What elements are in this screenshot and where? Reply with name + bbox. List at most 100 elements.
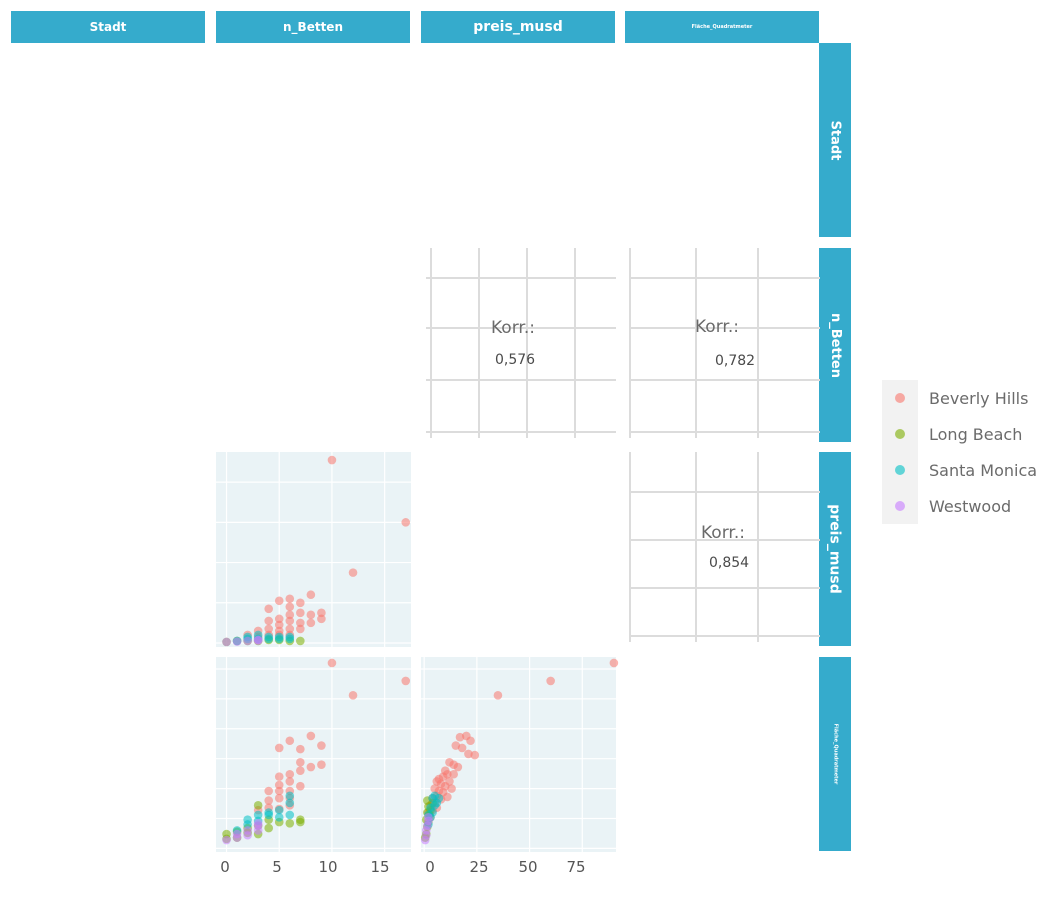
data-point	[264, 634, 274, 644]
data-point	[232, 637, 242, 646]
data-point	[306, 762, 316, 772]
data-point	[274, 620, 284, 630]
legend-label: Long Beach	[929, 425, 1023, 444]
legend-dot-icon	[895, 393, 905, 403]
column-strip-label: preis_musd	[473, 19, 563, 35]
column-strip-preis-musd: preis_musd	[421, 11, 615, 43]
data-point	[285, 610, 295, 620]
legend-label: Beverly Hills	[929, 389, 1029, 408]
data-point	[285, 769, 295, 779]
row-strip-flaeche: Fläche_Quadratmeter	[819, 657, 851, 851]
data-point	[455, 732, 465, 742]
data-point	[243, 636, 252, 646]
data-point	[274, 743, 284, 753]
data-point	[253, 810, 263, 820]
data-point	[264, 808, 274, 817]
data-point	[296, 608, 305, 618]
data-point	[264, 616, 274, 626]
data-point	[401, 518, 411, 527]
data-point	[327, 455, 337, 465]
corr-label: Korr.:	[701, 523, 745, 543]
data-point	[493, 690, 503, 700]
data-point	[253, 801, 263, 810]
data-point	[453, 762, 463, 772]
data-point	[274, 793, 284, 803]
x-tick-label: 5	[272, 858, 282, 876]
corr-grid	[629, 452, 820, 642]
data-point	[447, 784, 456, 793]
legend-item-santa-monica: Santa Monica	[882, 452, 1050, 488]
data-point	[434, 793, 444, 803]
data-point	[285, 632, 295, 642]
data-point	[317, 614, 326, 624]
data-point	[449, 769, 458, 779]
legend-dot-icon	[895, 429, 905, 439]
data-point	[296, 744, 305, 754]
corr-value: 0,782	[715, 353, 756, 369]
data-point	[426, 803, 435, 813]
data-point	[285, 798, 295, 808]
data-point	[232, 829, 242, 839]
row-strip-n-betten: n_Betten	[819, 248, 851, 442]
x-tick-label: 25	[469, 858, 489, 876]
scatter-panel-betten-flaeche	[216, 657, 411, 852]
data-point	[274, 805, 284, 815]
legend-label: Westwood	[929, 497, 1012, 516]
panel-background	[421, 657, 616, 852]
corr-panel-preis-flaeche: Korr.: 0,854	[625, 452, 820, 647]
legend-dot-icon	[895, 501, 905, 511]
corr-value: 0,854	[709, 555, 750, 571]
data-point	[348, 690, 358, 700]
data-point	[317, 741, 326, 750]
data-point	[306, 610, 316, 620]
legend-item-westwood: Westwood	[882, 488, 1050, 524]
column-strip-label: Fläche_Quadratmeter	[691, 24, 753, 30]
data-point	[401, 676, 411, 686]
scatter-plot	[216, 657, 411, 852]
data-point	[285, 602, 295, 612]
data-point	[264, 624, 274, 634]
column-strip-label: n_Betten	[283, 20, 343, 34]
x-tick-label: 0	[220, 858, 230, 876]
data-point	[457, 743, 467, 753]
corr-grid	[426, 248, 616, 438]
corr-value: 0,576	[495, 352, 536, 368]
data-point	[274, 614, 284, 624]
data-point	[264, 796, 274, 805]
x-tick-label: 75	[566, 858, 586, 876]
data-point	[317, 608, 326, 618]
data-point	[285, 810, 295, 820]
corr-panel-betten-flaeche: Korr.: 0,782	[625, 248, 820, 443]
data-point	[285, 594, 295, 604]
scatter-plot	[420, 657, 619, 852]
x-tick-label: 0	[425, 858, 435, 876]
data-point	[274, 813, 284, 822]
x-tick-label: 15	[370, 858, 390, 876]
data-point	[317, 760, 326, 769]
data-point	[264, 823, 274, 833]
data-point	[285, 616, 295, 626]
data-point	[296, 598, 305, 608]
data-point	[285, 624, 295, 634]
scatter-plot	[216, 452, 411, 647]
row-strip-label: n_Betten	[827, 312, 843, 378]
data-point	[264, 786, 274, 796]
corr-grid	[629, 248, 820, 438]
data-point	[466, 736, 475, 746]
legend-key-background	[882, 380, 918, 524]
data-point	[274, 786, 284, 796]
legend-label: Santa Monica	[929, 461, 1038, 480]
x-tick-label: 50	[518, 858, 538, 876]
data-point	[296, 618, 305, 628]
legend-item-long-beach: Long Beach	[882, 416, 1050, 452]
data-point	[274, 632, 284, 642]
data-point	[296, 781, 305, 791]
data-point	[274, 780, 284, 790]
data-point	[253, 635, 263, 645]
data-point	[285, 818, 295, 828]
row-strip-label: Stadt	[827, 120, 843, 160]
data-point	[264, 604, 274, 614]
row-strip-label: Fläche_Quadratmeter	[832, 723, 839, 785]
data-point	[253, 818, 263, 828]
data-point	[222, 829, 231, 839]
